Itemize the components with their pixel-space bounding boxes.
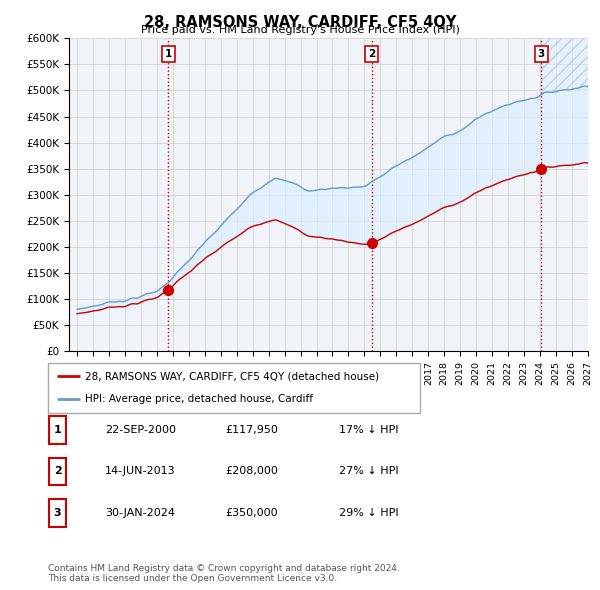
Text: 3: 3 — [538, 49, 545, 59]
Text: £350,000: £350,000 — [225, 508, 278, 517]
Text: 17% ↓ HPI: 17% ↓ HPI — [339, 425, 398, 435]
Text: 3: 3 — [54, 508, 61, 517]
Text: 1: 1 — [165, 49, 172, 59]
Text: 29% ↓ HPI: 29% ↓ HPI — [339, 508, 398, 517]
FancyBboxPatch shape — [48, 363, 420, 413]
Text: 28, RAMSONS WAY, CARDIFF, CF5 4QY: 28, RAMSONS WAY, CARDIFF, CF5 4QY — [144, 15, 456, 30]
Text: 27% ↓ HPI: 27% ↓ HPI — [339, 467, 398, 476]
Text: 2: 2 — [368, 49, 375, 59]
FancyBboxPatch shape — [49, 417, 66, 444]
Text: HPI: Average price, detached house, Cardiff: HPI: Average price, detached house, Card… — [85, 395, 313, 405]
Text: £208,000: £208,000 — [225, 467, 278, 476]
Text: 1: 1 — [54, 425, 61, 435]
Text: 14-JUN-2013: 14-JUN-2013 — [105, 467, 176, 476]
FancyBboxPatch shape — [49, 499, 66, 526]
Text: 22-SEP-2000: 22-SEP-2000 — [105, 425, 176, 435]
Text: Contains HM Land Registry data © Crown copyright and database right 2024.
This d: Contains HM Land Registry data © Crown c… — [48, 563, 400, 583]
FancyBboxPatch shape — [49, 458, 66, 485]
Text: 28, RAMSONS WAY, CARDIFF, CF5 4QY (detached house): 28, RAMSONS WAY, CARDIFF, CF5 4QY (detac… — [85, 371, 379, 381]
Text: 2: 2 — [54, 467, 61, 476]
Text: Price paid vs. HM Land Registry's House Price Index (HPI): Price paid vs. HM Land Registry's House … — [140, 25, 460, 35]
Text: £117,950: £117,950 — [225, 425, 278, 435]
Text: 30-JAN-2024: 30-JAN-2024 — [105, 508, 175, 517]
